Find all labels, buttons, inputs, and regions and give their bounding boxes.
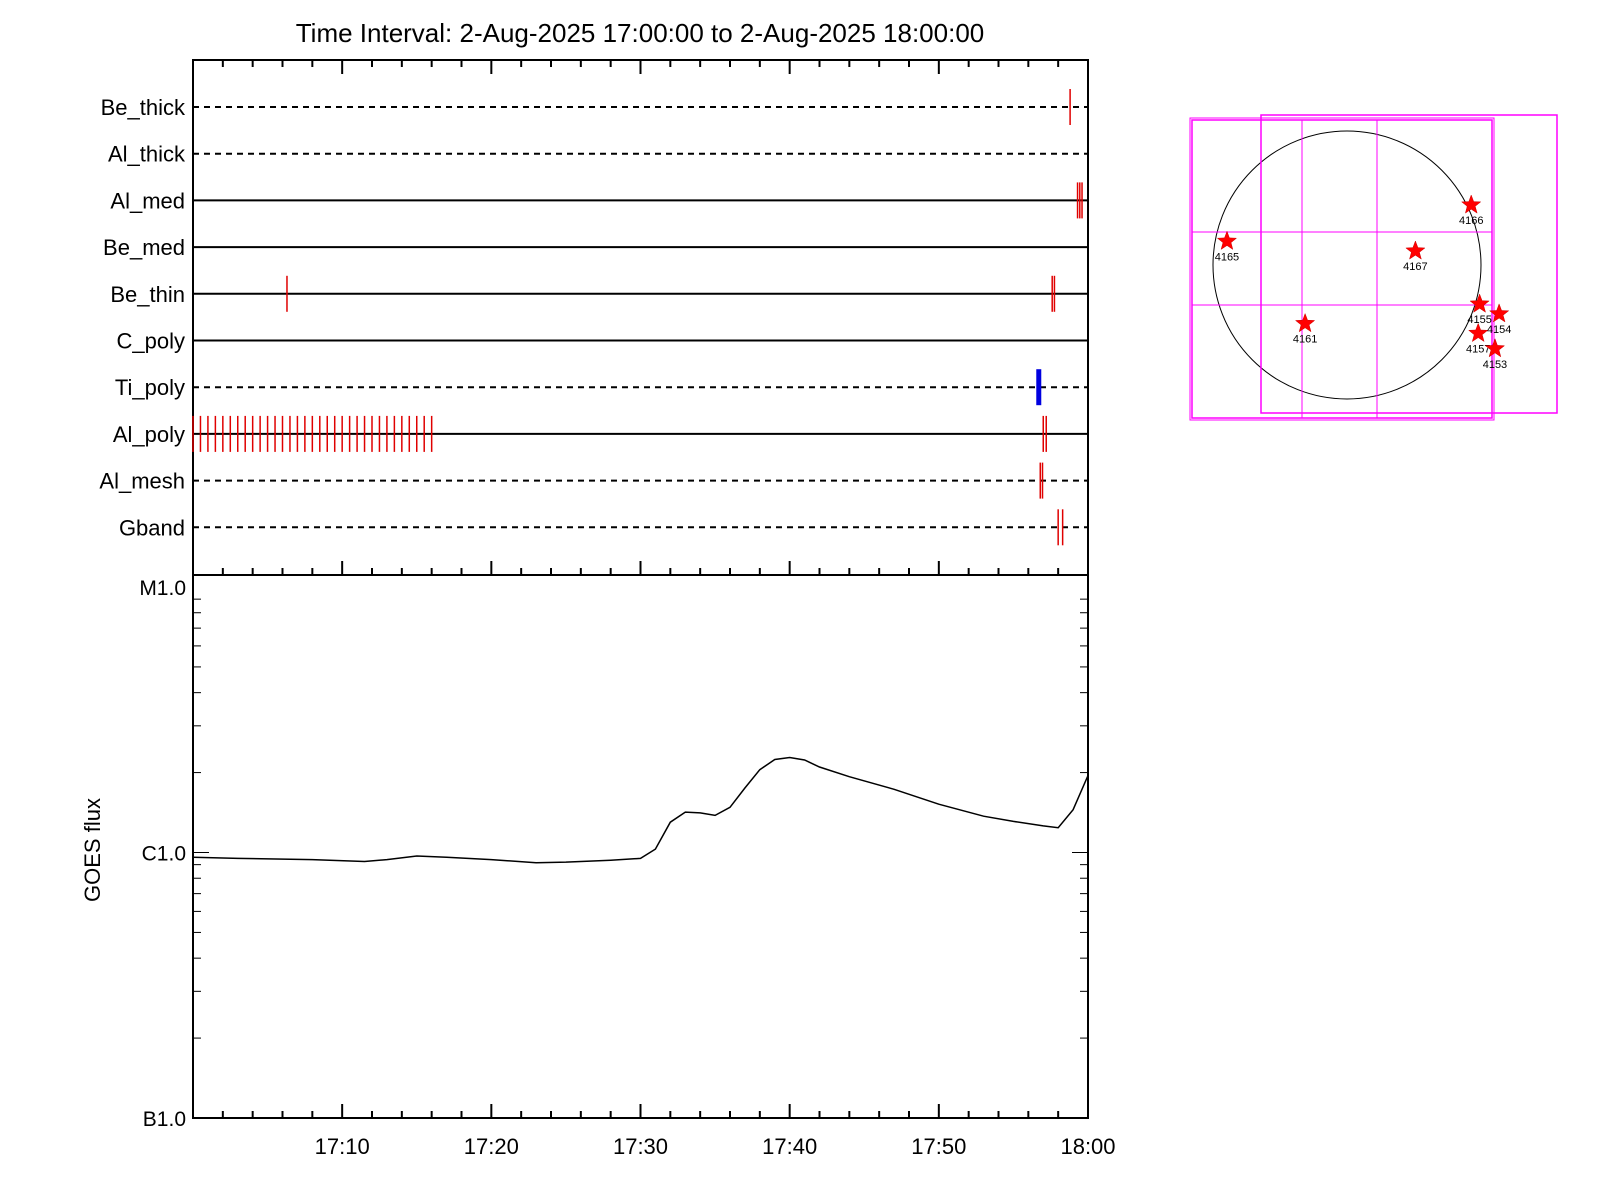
- active-region-label: 4167: [1403, 261, 1427, 273]
- active-region-star: [1216, 230, 1238, 250]
- goes-x-tick-label: 18:00: [1060, 1134, 1115, 1159]
- goes-frame: [192, 574, 1089, 1119]
- timeline-row-label-al_med: Al_med: [110, 188, 185, 213]
- active-region-star: [1484, 338, 1506, 358]
- active-region-star: [1469, 293, 1490, 313]
- goes-flux-line: [192, 756, 1089, 864]
- active-region-label: 4161: [1293, 334, 1317, 346]
- timeline-row-label-be_thick: Be_thick: [101, 95, 186, 120]
- goes-x-tick-label: 17:30: [613, 1134, 668, 1159]
- solar-disk: [1212, 130, 1482, 400]
- timeline-row-label-gband: Gband: [119, 515, 185, 540]
- timeline-row-label-al_thick: Al_thick: [108, 142, 186, 167]
- goes-x-tick-label: 17:50: [911, 1134, 966, 1159]
- active-region-label: 4166: [1459, 215, 1483, 227]
- fov-box: [1189, 117, 1495, 421]
- timeline-row-label-be_med: Be_med: [103, 235, 185, 260]
- fov-box: [1260, 114, 1558, 414]
- goes-y-tick-label: M1.0: [139, 577, 186, 600]
- active-region-label: 4157: [1466, 343, 1490, 355]
- active-region-star: [1461, 194, 1482, 214]
- fov-box: [1191, 119, 1493, 419]
- goes-x-tick-label: 17:20: [464, 1134, 519, 1159]
- active-region-star: [1294, 312, 1316, 333]
- goes-y-axis-label: GOES flux: [80, 798, 105, 902]
- timeline-frame: [192, 59, 1089, 576]
- goes-x-tick-label: 17:40: [762, 1134, 817, 1159]
- timeline-row-label-al_mesh: Al_mesh: [99, 469, 185, 494]
- timeline-row-label-be_thin: Be_thin: [110, 282, 185, 307]
- active-region-star: [1468, 322, 1489, 343]
- goes-y-tick-label: C1.0: [142, 843, 186, 866]
- goes-x-tick-label: 17:10: [315, 1134, 370, 1159]
- chart-title: Time Interval: 2-Aug-2025 17:00:00 to 2-…: [296, 18, 985, 48]
- active-region-label: 4165: [1215, 251, 1239, 263]
- active-region-label: 4155: [1467, 314, 1491, 326]
- timeline-row-label-al_poly: Al_poly: [113, 422, 185, 447]
- goes-flux-panel: M1.0 C1.0 B1.0 17:10 17:20 17:30 17:40 17:50 18:…: [139, 574, 1116, 1159]
- active-region-star: [1405, 240, 1426, 260]
- active-region-label: 4154: [1487, 324, 1511, 336]
- active-region-label: 4153: [1483, 359, 1507, 371]
- active-region-star: [1488, 303, 1510, 323]
- timeline-row-label-c_poly: C_poly: [117, 329, 185, 354]
- timeline-row-label-ti_poly: Ti_poly: [115, 375, 185, 400]
- timeline-panel: Be_thick Al_thick Al_med Be_med Be_thin C_pol…: [99, 59, 1089, 576]
- goes-y-tick-label: B1.0: [143, 1108, 186, 1131]
